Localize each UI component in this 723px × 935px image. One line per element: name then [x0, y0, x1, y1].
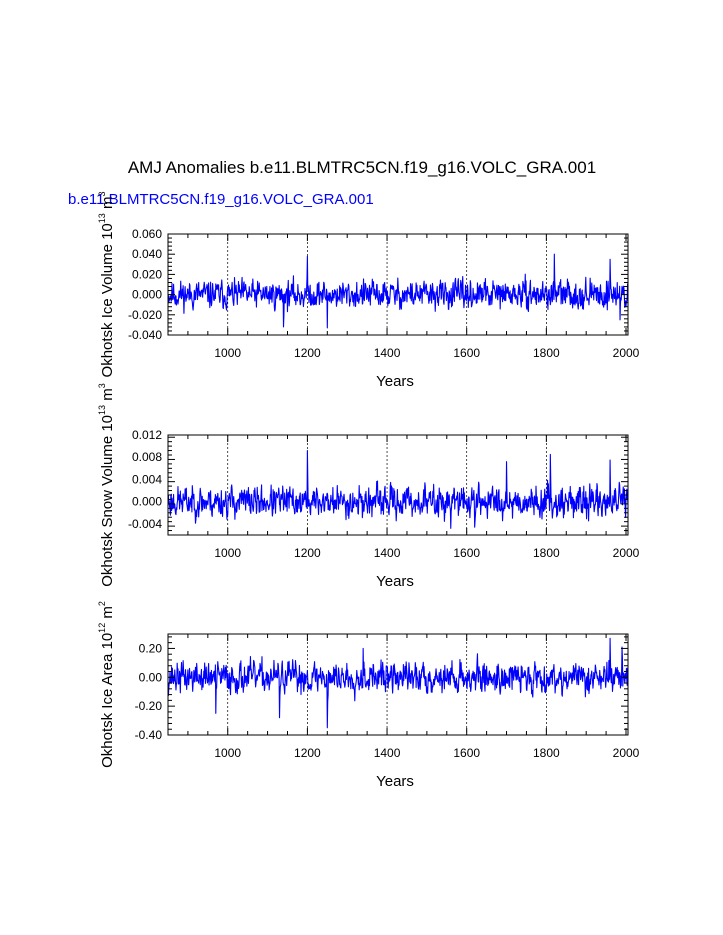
y-axis-label: Okhotsk Ice Area 1012 m2 — [97, 601, 116, 768]
x-tick-label: 1200 — [294, 746, 321, 760]
x-tick-label: 1600 — [453, 746, 480, 760]
y-tick-label: -0.20 — [135, 699, 163, 713]
x-tick-label: 1000 — [214, 746, 241, 760]
y-tick-label: 0.008 — [132, 450, 162, 464]
y-tick-label: -0.004 — [128, 517, 162, 531]
chart-panels: 1000 1200 1400 1600 1800 2000 -0.040 -0.020 0.00… — [97, 192, 640, 790]
plot-frame — [167, 633, 629, 736]
y-tick-label: 0.000 — [132, 495, 162, 509]
legend-series-label: b.e11.BLMTRC5CN.f19_g16.VOLC_GRA.001 — [68, 191, 374, 208]
y-tick-label: 0.000 — [132, 288, 162, 302]
x-tick-label: 1200 — [294, 346, 321, 360]
x-tick-label: 2000 — [613, 346, 640, 360]
plot-frame — [167, 434, 629, 536]
figure-title: AMJ Anomalies b.e11.BLMTRC5CN.f19_g16.VO… — [128, 158, 596, 177]
x-tick-label: 1000 — [214, 346, 241, 360]
x-axis-label: Years — [376, 373, 414, 390]
x-tick-label: 1800 — [533, 346, 560, 360]
x-tick-label: 1000 — [214, 546, 241, 560]
chart-ice-area: 1000 1200 1400 1600 1800 2000 -0.40 -0.20 0.00 0.… — [97, 601, 640, 790]
y-axis-label: Okhotsk Snow Volume 1013 m3 — [97, 383, 116, 586]
x-tick-label: 1400 — [374, 746, 401, 760]
series-line — [167, 450, 629, 529]
x-tick-label: 1400 — [374, 346, 401, 360]
series-line — [167, 637, 629, 729]
x-tick-label: 2000 — [613, 746, 640, 760]
y-tick-label: 0.012 — [132, 428, 162, 442]
x-tick-label: 1400 — [374, 546, 401, 560]
x-tick-label: 1800 — [533, 746, 560, 760]
x-axis-label: Years — [376, 773, 414, 790]
x-tick-label: 1600 — [453, 346, 480, 360]
x-axis-label: Years — [376, 573, 414, 590]
x-tick-label: 2000 — [613, 546, 640, 560]
y-tick-label: -0.40 — [135, 728, 163, 742]
chart-ice-volume: 1000 1200 1400 1600 1800 2000 -0.040 -0.020 0.00… — [97, 192, 640, 390]
y-tick-label: -0.020 — [128, 308, 162, 322]
y-tick-label: 0.040 — [132, 247, 162, 261]
x-tick-label: 1200 — [294, 546, 321, 560]
y-tick-label: -0.040 — [128, 328, 162, 342]
y-tick-label: 0.060 — [132, 227, 162, 241]
y-tick-label: 0.020 — [132, 267, 162, 281]
plot-frame — [167, 233, 629, 336]
y-tick-label: 0.20 — [139, 641, 163, 655]
chart-snow-volume: 1000 1200 1400 1600 1800 2000 -0.004 0.000 0.004… — [97, 383, 640, 590]
y-tick-label: 0.00 — [139, 670, 163, 684]
x-tick-label: 1800 — [533, 546, 560, 560]
x-tick-label: 1600 — [453, 546, 480, 560]
series-line — [167, 253, 629, 329]
y-tick-label: 0.004 — [132, 472, 162, 486]
y-axis-label: Okhotsk Ice Volume 1013 m3 — [97, 192, 116, 378]
